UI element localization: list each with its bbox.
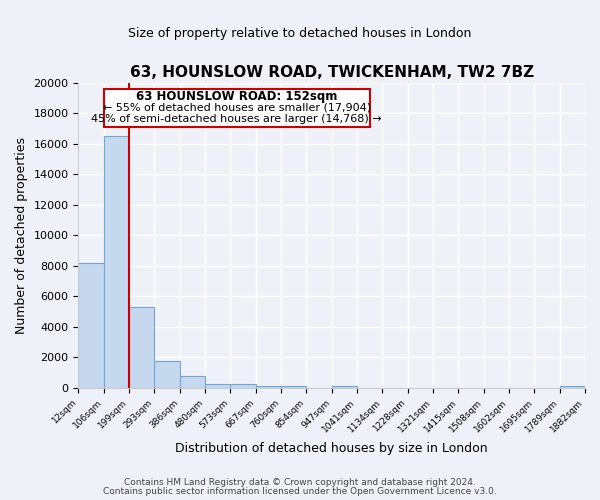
Text: Contains HM Land Registry data © Crown copyright and database right 2024.: Contains HM Land Registry data © Crown c…: [124, 478, 476, 487]
Bar: [180, 376, 205, 388]
Bar: [129, 307, 154, 388]
Bar: [205, 384, 230, 388]
Bar: [332, 386, 357, 388]
Text: 45% of semi-detached houses are larger (14,768) →: 45% of semi-detached houses are larger (…: [91, 114, 382, 124]
Title: 63, HOUNSLOW ROAD, TWICKENHAM, TW2 7BZ: 63, HOUNSLOW ROAD, TWICKENHAM, TW2 7BZ: [130, 65, 534, 80]
Bar: [79, 262, 104, 388]
Y-axis label: Number of detached properties: Number of detached properties: [15, 136, 28, 334]
Bar: [104, 136, 129, 388]
X-axis label: Distribution of detached houses by size in London: Distribution of detached houses by size …: [175, 442, 488, 455]
Bar: [154, 361, 180, 388]
Text: 63 HOUNSLOW ROAD: 152sqm: 63 HOUNSLOW ROAD: 152sqm: [136, 90, 337, 103]
Bar: [230, 384, 256, 388]
Text: Size of property relative to detached houses in London: Size of property relative to detached ho…: [128, 28, 472, 40]
Text: ← 55% of detached houses are smaller (17,904): ← 55% of detached houses are smaller (17…: [103, 102, 371, 113]
Bar: [281, 386, 307, 388]
Bar: [560, 386, 585, 388]
Bar: [256, 386, 281, 388]
Text: Contains public sector information licensed under the Open Government Licence v3: Contains public sector information licen…: [103, 487, 497, 496]
